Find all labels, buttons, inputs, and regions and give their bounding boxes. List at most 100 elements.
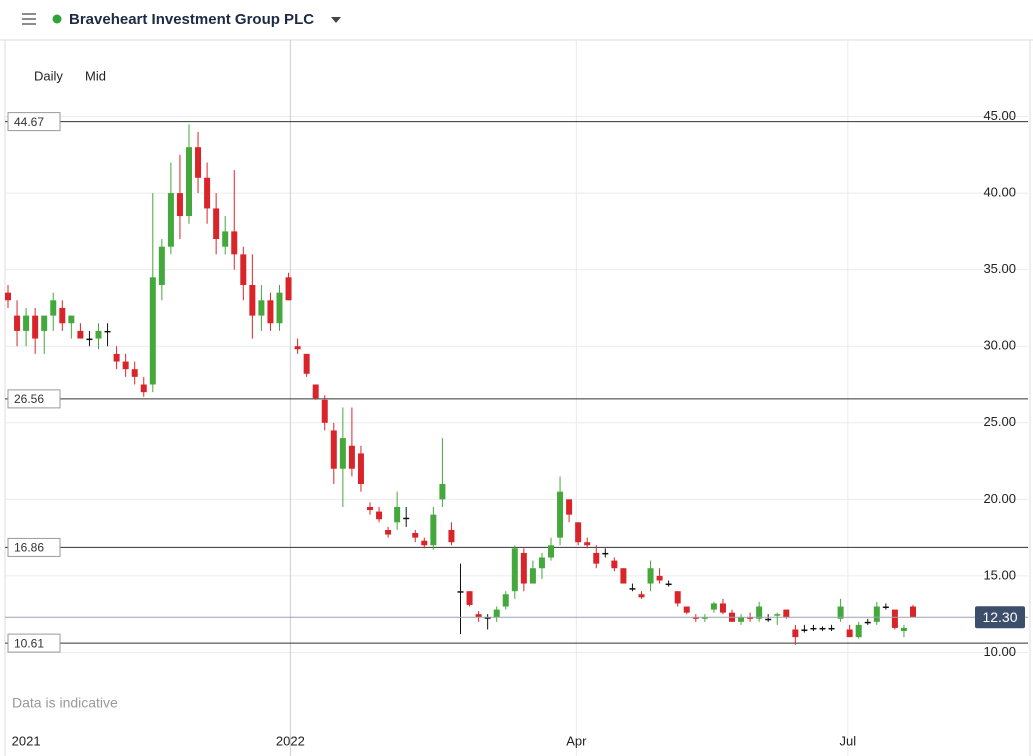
candle-body (448, 529, 455, 543)
candle-body (95, 330, 102, 339)
candle-body (638, 594, 645, 598)
candle-body (566, 499, 573, 515)
dropdown-caret[interactable] (331, 17, 341, 23)
candle-body (873, 606, 880, 622)
candle-body (231, 231, 238, 255)
candle-body (747, 617, 754, 619)
y-tick-label: 30.00 (983, 338, 1016, 353)
menu-icon[interactable] (22, 13, 36, 25)
candle-body (864, 621, 871, 624)
price-type-button[interactable]: Mid (85, 68, 106, 83)
y-tick-label: 15.00 (983, 567, 1016, 582)
candle-body (783, 609, 790, 618)
candle-body (303, 353, 310, 374)
level-label: 44.67 (14, 115, 44, 129)
instrument-title[interactable]: Braveheart Investment Group PLC (69, 11, 314, 28)
candle-body (756, 606, 763, 619)
status-dot (52, 14, 62, 24)
candle-body (23, 315, 30, 331)
candle-body (258, 300, 265, 316)
level-label: 16.86 (14, 541, 44, 555)
candle-body (104, 330, 111, 333)
candle-body (240, 254, 247, 285)
level-label-box (7, 389, 61, 409)
candle-body (828, 627, 835, 630)
candle-body (312, 384, 319, 399)
candle-body (855, 624, 862, 638)
candle-body (656, 575, 663, 581)
level-label: 26.56 (14, 392, 44, 406)
candle-body (882, 606, 889, 609)
candle-body (538, 557, 545, 569)
candle-body (149, 277, 156, 385)
candle-body (213, 208, 220, 240)
candle-body (611, 560, 618, 569)
candle-body (348, 445, 355, 469)
candle-body (285, 277, 292, 301)
x-tick-label: Jul (840, 733, 857, 748)
y-tick-label: 20.00 (983, 491, 1016, 506)
candle-body (14, 315, 21, 331)
candle-body (891, 609, 898, 628)
candle-body (77, 330, 84, 339)
candle-body (647, 568, 654, 584)
candle-body (900, 627, 907, 632)
candle-body (249, 284, 256, 316)
candle-body (910, 606, 916, 618)
candle-body (710, 603, 717, 610)
candle-body (837, 606, 844, 619)
interval-button[interactable]: Daily (34, 68, 63, 83)
candle-body (819, 627, 826, 630)
candle-body (584, 542, 591, 546)
candle-body (575, 522, 582, 543)
candle-body (222, 231, 229, 247)
candle-body (719, 603, 726, 613)
candle-body (158, 246, 165, 285)
plot: 10.00 15.00 20.00 25.00 30.00 35.00 40.00 45.00… (5, 40, 1028, 756)
candle-body (620, 568, 627, 584)
candle-body (529, 568, 536, 584)
candle-body (357, 453, 364, 485)
candle-body (792, 629, 799, 638)
candle-body (376, 511, 383, 520)
level-label-box (7, 112, 61, 132)
x-tick-label: Apr (566, 733, 587, 748)
level-label-box (7, 537, 61, 557)
candle-body (267, 300, 274, 324)
candle-body (412, 533, 419, 538)
candle-body (557, 491, 564, 538)
candle-body (548, 545, 554, 558)
candle-body (113, 353, 120, 362)
candle-body (330, 430, 337, 469)
candle-body (430, 514, 437, 546)
candle-body (701, 617, 708, 619)
candle-body (59, 307, 66, 324)
candle-body (484, 617, 491, 619)
candle-body (475, 614, 482, 618)
candle-body (520, 552, 527, 584)
candle-body (294, 346, 301, 350)
candle-body (339, 438, 346, 469)
candle-body (321, 399, 328, 423)
candle-body (593, 552, 600, 564)
candle-body (774, 614, 781, 616)
candle-body (394, 506, 401, 523)
last-price-box (975, 606, 1025, 629)
candle-body (140, 384, 147, 393)
y-tick-label: 10.00 (983, 644, 1016, 659)
candle-body (466, 591, 473, 605)
last-price-label: 12.30 (982, 609, 1017, 625)
candle-body (131, 369, 138, 377)
candle-body (50, 300, 57, 316)
candle-body (421, 540, 428, 546)
x-tick-label: 2022 (276, 733, 305, 748)
candle-body (167, 193, 174, 247)
candle-body (683, 606, 690, 613)
candle-body (511, 548, 518, 592)
x-tick-label: 2021 (12, 733, 41, 748)
candle-body (68, 315, 75, 324)
candle-body (457, 591, 464, 593)
candle-body (738, 617, 745, 622)
